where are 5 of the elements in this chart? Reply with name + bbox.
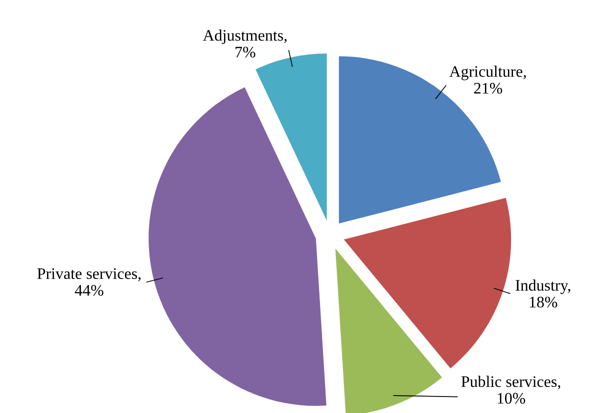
slice-label: Public services, 10%	[461, 376, 560, 404]
slice-label: Industry, 18%	[516, 280, 570, 308]
slice-label: Private services, 44%	[37, 268, 141, 296]
slice-label: Agriculture, 21%	[449, 66, 526, 94]
slice-label: Adjustments, 7%	[202, 30, 287, 58]
